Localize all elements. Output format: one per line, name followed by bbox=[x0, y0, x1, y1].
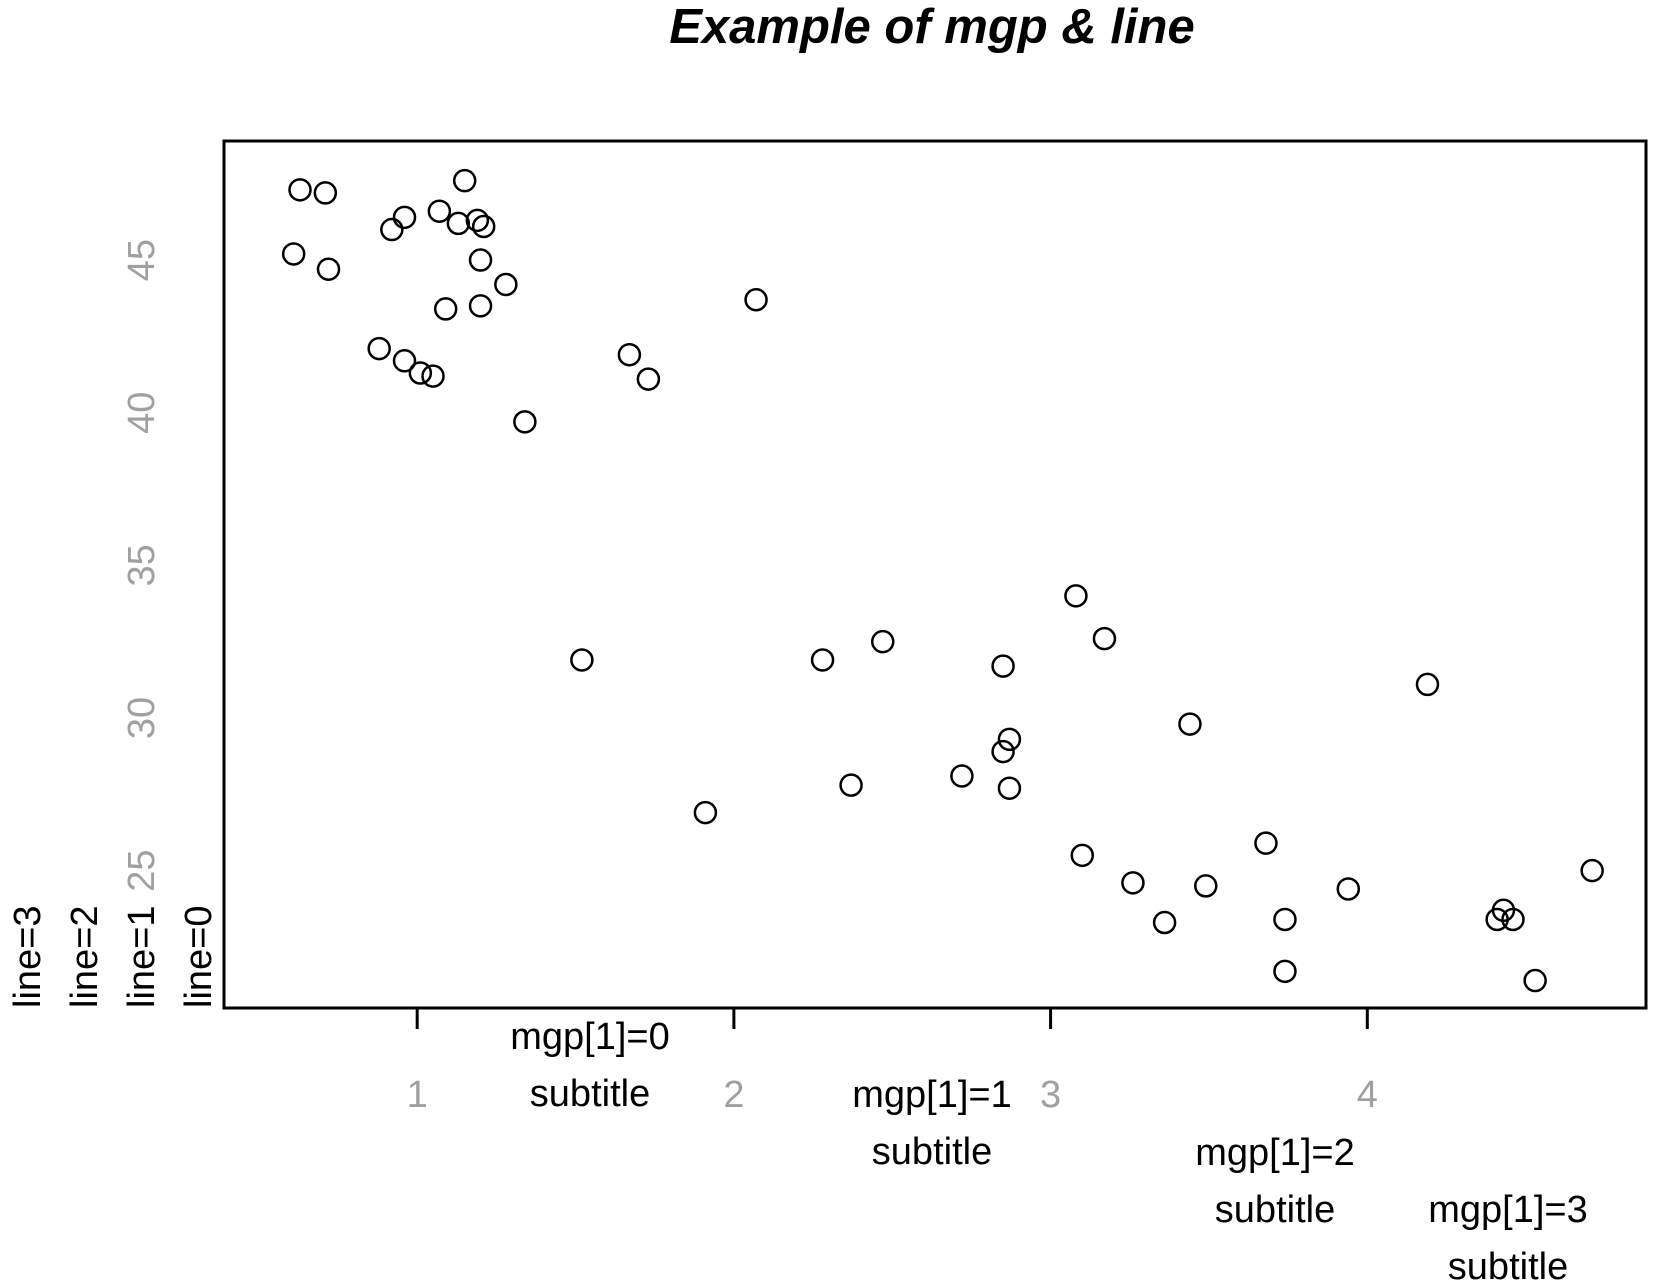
data-point bbox=[433, 297, 458, 321]
y-tick-label: 35 bbox=[121, 544, 163, 586]
data-point bbox=[281, 242, 306, 266]
mgp-label: mgp[1]=3 bbox=[1428, 1189, 1588, 1231]
data-point bbox=[1070, 843, 1095, 868]
data-point bbox=[1501, 907, 1525, 932]
plot-frame bbox=[222, 139, 1648, 1010]
data-point bbox=[465, 208, 490, 233]
data-point bbox=[392, 205, 417, 230]
data-point bbox=[1415, 672, 1440, 697]
data-point bbox=[471, 214, 496, 239]
data-point bbox=[839, 773, 863, 797]
data-point bbox=[693, 800, 718, 825]
data-point bbox=[1580, 858, 1604, 883]
x-tick-label: 2 bbox=[723, 1074, 744, 1116]
data-point bbox=[1064, 584, 1088, 608]
data-point bbox=[1273, 959, 1297, 984]
data-point bbox=[313, 181, 338, 205]
data-point bbox=[1178, 712, 1202, 736]
x-tick-label: 1 bbox=[407, 1074, 428, 1116]
mgp-annotations: mgp[1]=0 subtitle mgp[1]=1 subtitle mgp[1]=2… bbox=[510, 1016, 1588, 1285]
data-point bbox=[380, 217, 404, 242]
line-annotation: line=3 bbox=[7, 906, 49, 1008]
mgp-label: mgp[1]=1 bbox=[852, 1074, 1012, 1116]
data-point bbox=[452, 168, 477, 193]
data-point bbox=[744, 287, 768, 312]
data-point bbox=[421, 364, 445, 388]
data-point bbox=[494, 272, 518, 297]
line-annotation: line=2 bbox=[64, 906, 106, 1008]
data-point bbox=[1273, 907, 1297, 932]
y-tick-label: 30 bbox=[121, 697, 163, 739]
data-point bbox=[1336, 877, 1361, 901]
line-annotation: line=1 bbox=[121, 906, 163, 1008]
data-point bbox=[446, 211, 471, 236]
x-axis: 1 2 3 4 bbox=[407, 1006, 1378, 1116]
mgp-subtitle: subtitle bbox=[872, 1131, 992, 1173]
data-point bbox=[1254, 831, 1278, 855]
mgp-label: mgp[1]=0 bbox=[510, 1016, 670, 1058]
data-point bbox=[997, 727, 1022, 752]
mgp-subtitle: subtitle bbox=[1215, 1189, 1335, 1231]
data-point bbox=[367, 336, 391, 361]
data-point bbox=[468, 294, 493, 318]
data-point bbox=[513, 410, 537, 434]
mgp-label: mgp[1]=2 bbox=[1195, 1132, 1355, 1174]
data-point bbox=[991, 654, 1015, 678]
data-point bbox=[392, 349, 417, 373]
data-point bbox=[408, 361, 433, 385]
data-point bbox=[427, 199, 452, 223]
data-point bbox=[570, 648, 594, 672]
x-tick-label: 3 bbox=[1040, 1074, 1061, 1116]
data-point bbox=[1194, 874, 1218, 898]
chart-title: Example of mgp & line bbox=[669, 0, 1194, 54]
mgp-subtitle: subtitle bbox=[530, 1073, 650, 1115]
data-point bbox=[1092, 626, 1117, 651]
data-point bbox=[468, 248, 493, 272]
data-point bbox=[617, 342, 642, 367]
y-tick-label: 40 bbox=[121, 392, 163, 434]
data-point bbox=[1152, 910, 1177, 935]
data-point bbox=[316, 257, 341, 281]
data-point bbox=[950, 764, 974, 788]
data-points bbox=[281, 168, 1604, 993]
data-point bbox=[810, 648, 835, 672]
data-point bbox=[870, 629, 895, 654]
data-point bbox=[636, 367, 661, 391]
y-axis: 25 30 35 40 45 bbox=[121, 239, 163, 892]
data-point bbox=[1121, 871, 1145, 895]
mgp-subtitle: subtitle bbox=[1448, 1246, 1568, 1285]
y-tick-label: 45 bbox=[121, 239, 163, 281]
data-point bbox=[1523, 968, 1547, 993]
data-point bbox=[991, 739, 1015, 764]
y-tick-label: 25 bbox=[121, 849, 163, 891]
line-annotation: line=0 bbox=[178, 906, 220, 1008]
line-annotations: line=3 line=2 line=1 line=0 bbox=[7, 906, 220, 1008]
data-point bbox=[997, 776, 1022, 800]
data-point bbox=[288, 178, 312, 202]
x-tick-label: 4 bbox=[1357, 1074, 1378, 1116]
